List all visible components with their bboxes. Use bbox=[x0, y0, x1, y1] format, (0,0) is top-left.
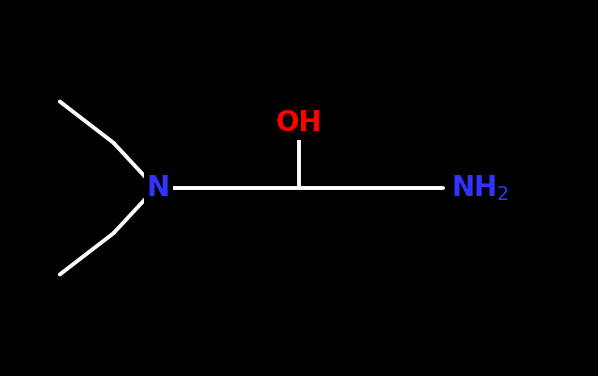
Text: N: N bbox=[147, 174, 170, 202]
Text: NH$_2$: NH$_2$ bbox=[451, 173, 510, 203]
Text: OH: OH bbox=[276, 109, 322, 137]
